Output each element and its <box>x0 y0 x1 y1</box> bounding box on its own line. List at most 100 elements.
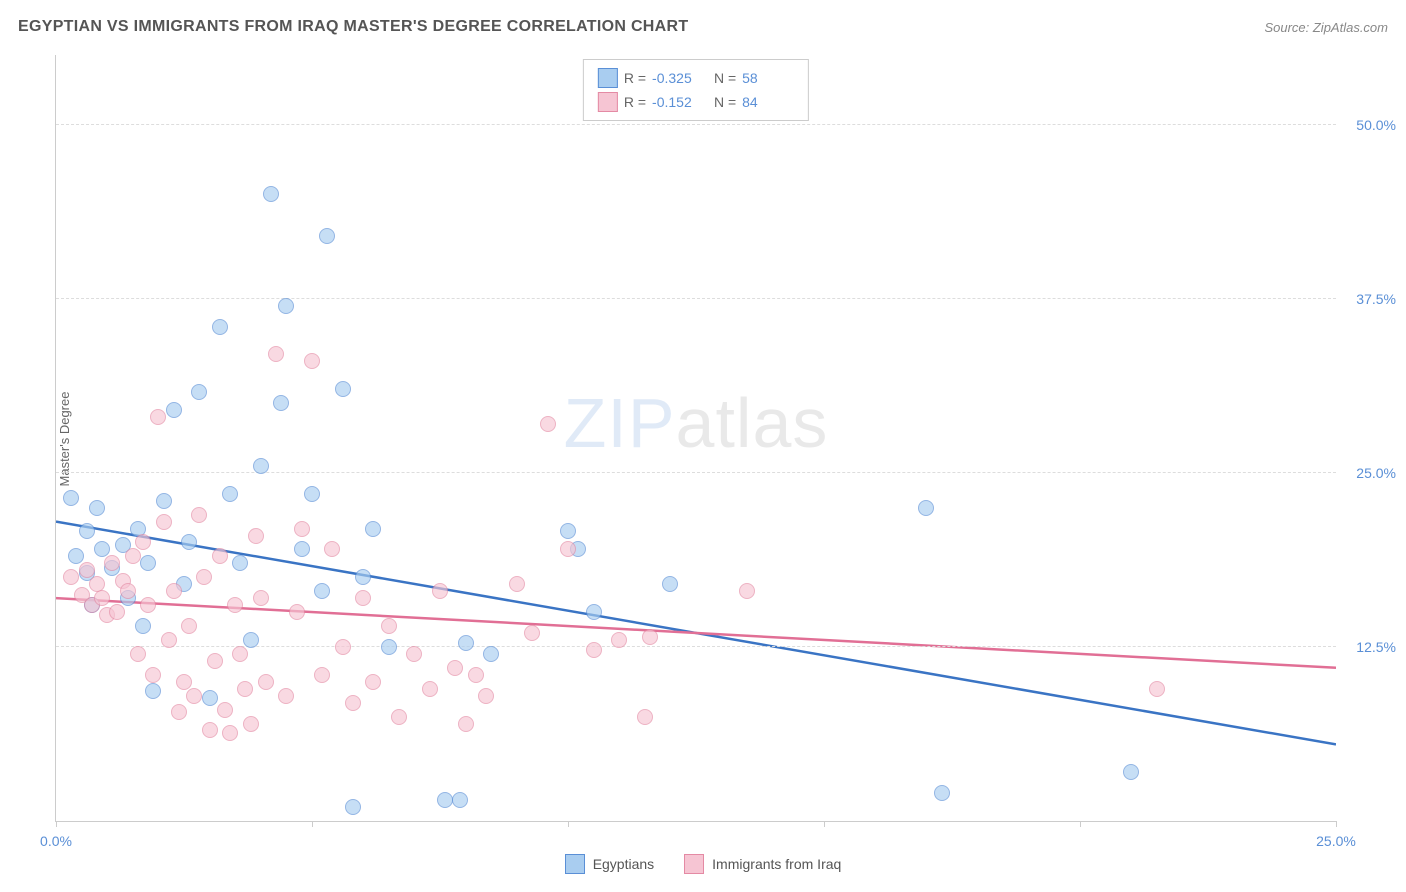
stat-n-value: 58 <box>742 70 794 86</box>
x-tick-label: 25.0% <box>1316 833 1356 849</box>
data-point-egyptians <box>314 583 330 599</box>
data-point-iraq <box>611 632 627 648</box>
data-point-iraq <box>447 660 463 676</box>
data-point-egyptians <box>253 458 269 474</box>
data-point-iraq <box>166 583 182 599</box>
data-point-egyptians <box>355 569 371 585</box>
data-point-egyptians <box>1123 764 1139 780</box>
swatch-icon <box>684 854 704 874</box>
data-point-egyptians <box>68 548 84 564</box>
stat-r-value: -0.325 <box>652 70 704 86</box>
swatch-icon <box>565 854 585 874</box>
data-point-iraq <box>109 604 125 620</box>
x-tick-label: 0.0% <box>40 833 72 849</box>
data-point-iraq <box>586 642 602 658</box>
data-point-egyptians <box>437 792 453 808</box>
data-point-iraq <box>524 625 540 641</box>
stat-label: R = <box>624 70 646 86</box>
data-point-egyptians <box>934 785 950 801</box>
data-point-iraq <box>432 583 448 599</box>
legend-item: Immigrants from Iraq <box>684 854 841 874</box>
data-point-iraq <box>248 528 264 544</box>
data-point-egyptians <box>304 486 320 502</box>
data-point-egyptians <box>166 402 182 418</box>
data-point-iraq <box>1149 681 1165 697</box>
x-tick <box>1336 821 1337 827</box>
data-point-iraq <box>739 583 755 599</box>
data-point-iraq <box>268 346 284 362</box>
data-point-iraq <box>186 688 202 704</box>
x-tick <box>824 821 825 827</box>
swatch-icon <box>598 68 618 88</box>
data-point-iraq <box>140 597 156 613</box>
gridline-h <box>56 298 1336 299</box>
data-point-egyptians <box>294 541 310 557</box>
swatch-icon <box>598 92 618 112</box>
legend-item: Egyptians <box>565 854 654 874</box>
data-point-egyptians <box>145 683 161 699</box>
data-point-egyptians <box>918 500 934 516</box>
data-point-iraq <box>335 639 351 655</box>
data-point-iraq <box>171 704 187 720</box>
y-tick-label: 25.0% <box>1356 465 1396 481</box>
data-point-iraq <box>161 632 177 648</box>
data-point-iraq <box>94 590 110 606</box>
data-point-egyptians <box>452 792 468 808</box>
data-point-iraq <box>217 702 233 718</box>
data-point-iraq <box>237 681 253 697</box>
data-point-egyptians <box>365 521 381 537</box>
data-point-iraq <box>232 646 248 662</box>
data-point-egyptians <box>335 381 351 397</box>
chart-container: EGYPTIAN VS IMMIGRANTS FROM IRAQ MASTER'… <box>0 0 1406 892</box>
scatter-plot: ZIPatlas R =-0.325 N =58R =-0.152 N =84 … <box>55 55 1336 822</box>
stat-n-value: 84 <box>742 94 794 110</box>
data-point-iraq <box>191 507 207 523</box>
data-point-egyptians <box>662 576 678 592</box>
data-point-egyptians <box>212 319 228 335</box>
y-tick-label: 37.5% <box>1356 291 1396 307</box>
legend-label: Egyptians <box>593 856 654 872</box>
data-point-iraq <box>125 548 141 564</box>
data-point-iraq <box>406 646 422 662</box>
data-point-egyptians <box>273 395 289 411</box>
data-point-egyptians <box>140 555 156 571</box>
data-point-egyptians <box>135 618 151 634</box>
source-label: Source: ZipAtlas.com <box>1264 20 1388 35</box>
data-point-iraq <box>540 416 556 432</box>
trend-lines <box>56 55 1336 821</box>
data-point-egyptians <box>63 490 79 506</box>
data-point-iraq <box>468 667 484 683</box>
stats-row-iraq: R =-0.152 N =84 <box>598 90 794 114</box>
data-point-egyptians <box>181 534 197 550</box>
data-point-egyptians <box>191 384 207 400</box>
y-tick-label: 12.5% <box>1356 639 1396 655</box>
data-point-iraq <box>642 629 658 645</box>
data-point-egyptians <box>94 541 110 557</box>
data-point-iraq <box>227 597 243 613</box>
data-point-iraq <box>345 695 361 711</box>
data-point-egyptians <box>381 639 397 655</box>
data-point-iraq <box>253 590 269 606</box>
data-point-iraq <box>560 541 576 557</box>
data-point-iraq <box>258 674 274 690</box>
stat-label: N = <box>710 94 736 110</box>
chart-area: Master's Degree ZIPatlas R =-0.325 N =58… <box>55 55 1336 822</box>
stat-r-value: -0.152 <box>652 94 704 110</box>
legend-label: Immigrants from Iraq <box>712 856 841 872</box>
x-tick <box>568 821 569 827</box>
data-point-egyptians <box>483 646 499 662</box>
data-point-egyptians <box>319 228 335 244</box>
data-point-iraq <box>212 548 228 564</box>
data-point-iraq <box>202 722 218 738</box>
data-point-iraq <box>294 521 310 537</box>
stats-row-egyptians: R =-0.325 N =58 <box>598 66 794 90</box>
watermark: ZIPatlas <box>564 383 829 463</box>
data-point-iraq <box>130 646 146 662</box>
data-point-iraq <box>381 618 397 634</box>
data-point-iraq <box>365 674 381 690</box>
data-point-iraq <box>181 618 197 634</box>
data-point-egyptians <box>586 604 602 620</box>
data-point-egyptians <box>156 493 172 509</box>
data-point-iraq <box>120 583 136 599</box>
gridline-h <box>56 472 1336 473</box>
